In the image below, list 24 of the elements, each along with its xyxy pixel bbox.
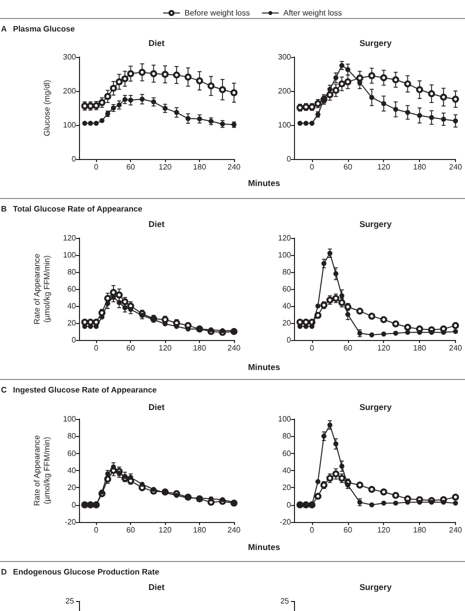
chart-title: Surgery [359,219,392,229]
chart-title: Diet [148,38,165,48]
y-axis-title: Rate of Appearance (µmol/kg FFM/min) [32,434,52,506]
text: C [1,386,7,394]
chart-title: Diet [148,402,165,412]
text: Plasma Glucose [13,24,76,34]
text: D [1,568,7,576]
text: Surgery [359,582,392,592]
chart-title: Diet [148,219,165,229]
text: Diet [148,582,165,592]
text: Endogenous Glucose Production Rate [13,568,160,576]
legend-label: Before weight loss [184,8,250,18]
x-axis-title: Minutes [248,542,280,552]
x-axis-title: Minutes [248,362,280,372]
y-axis-title: Glucose (mg/dl) [42,79,52,136]
legend-label: After weight loss [283,8,342,18]
x-axis-title: Minutes [248,178,280,188]
text: Total Glucose Rate of Appearance [13,204,143,214]
chart-title: Surgery [359,402,392,412]
y-axis-title: Rate of Appearance (µmol/kg FFM/min) [32,253,52,324]
chart-title: Surgery [359,38,392,48]
text: A [1,24,7,34]
text: B [1,204,7,214]
text: Ingested Glucose Rate of Appearance [13,386,158,394]
